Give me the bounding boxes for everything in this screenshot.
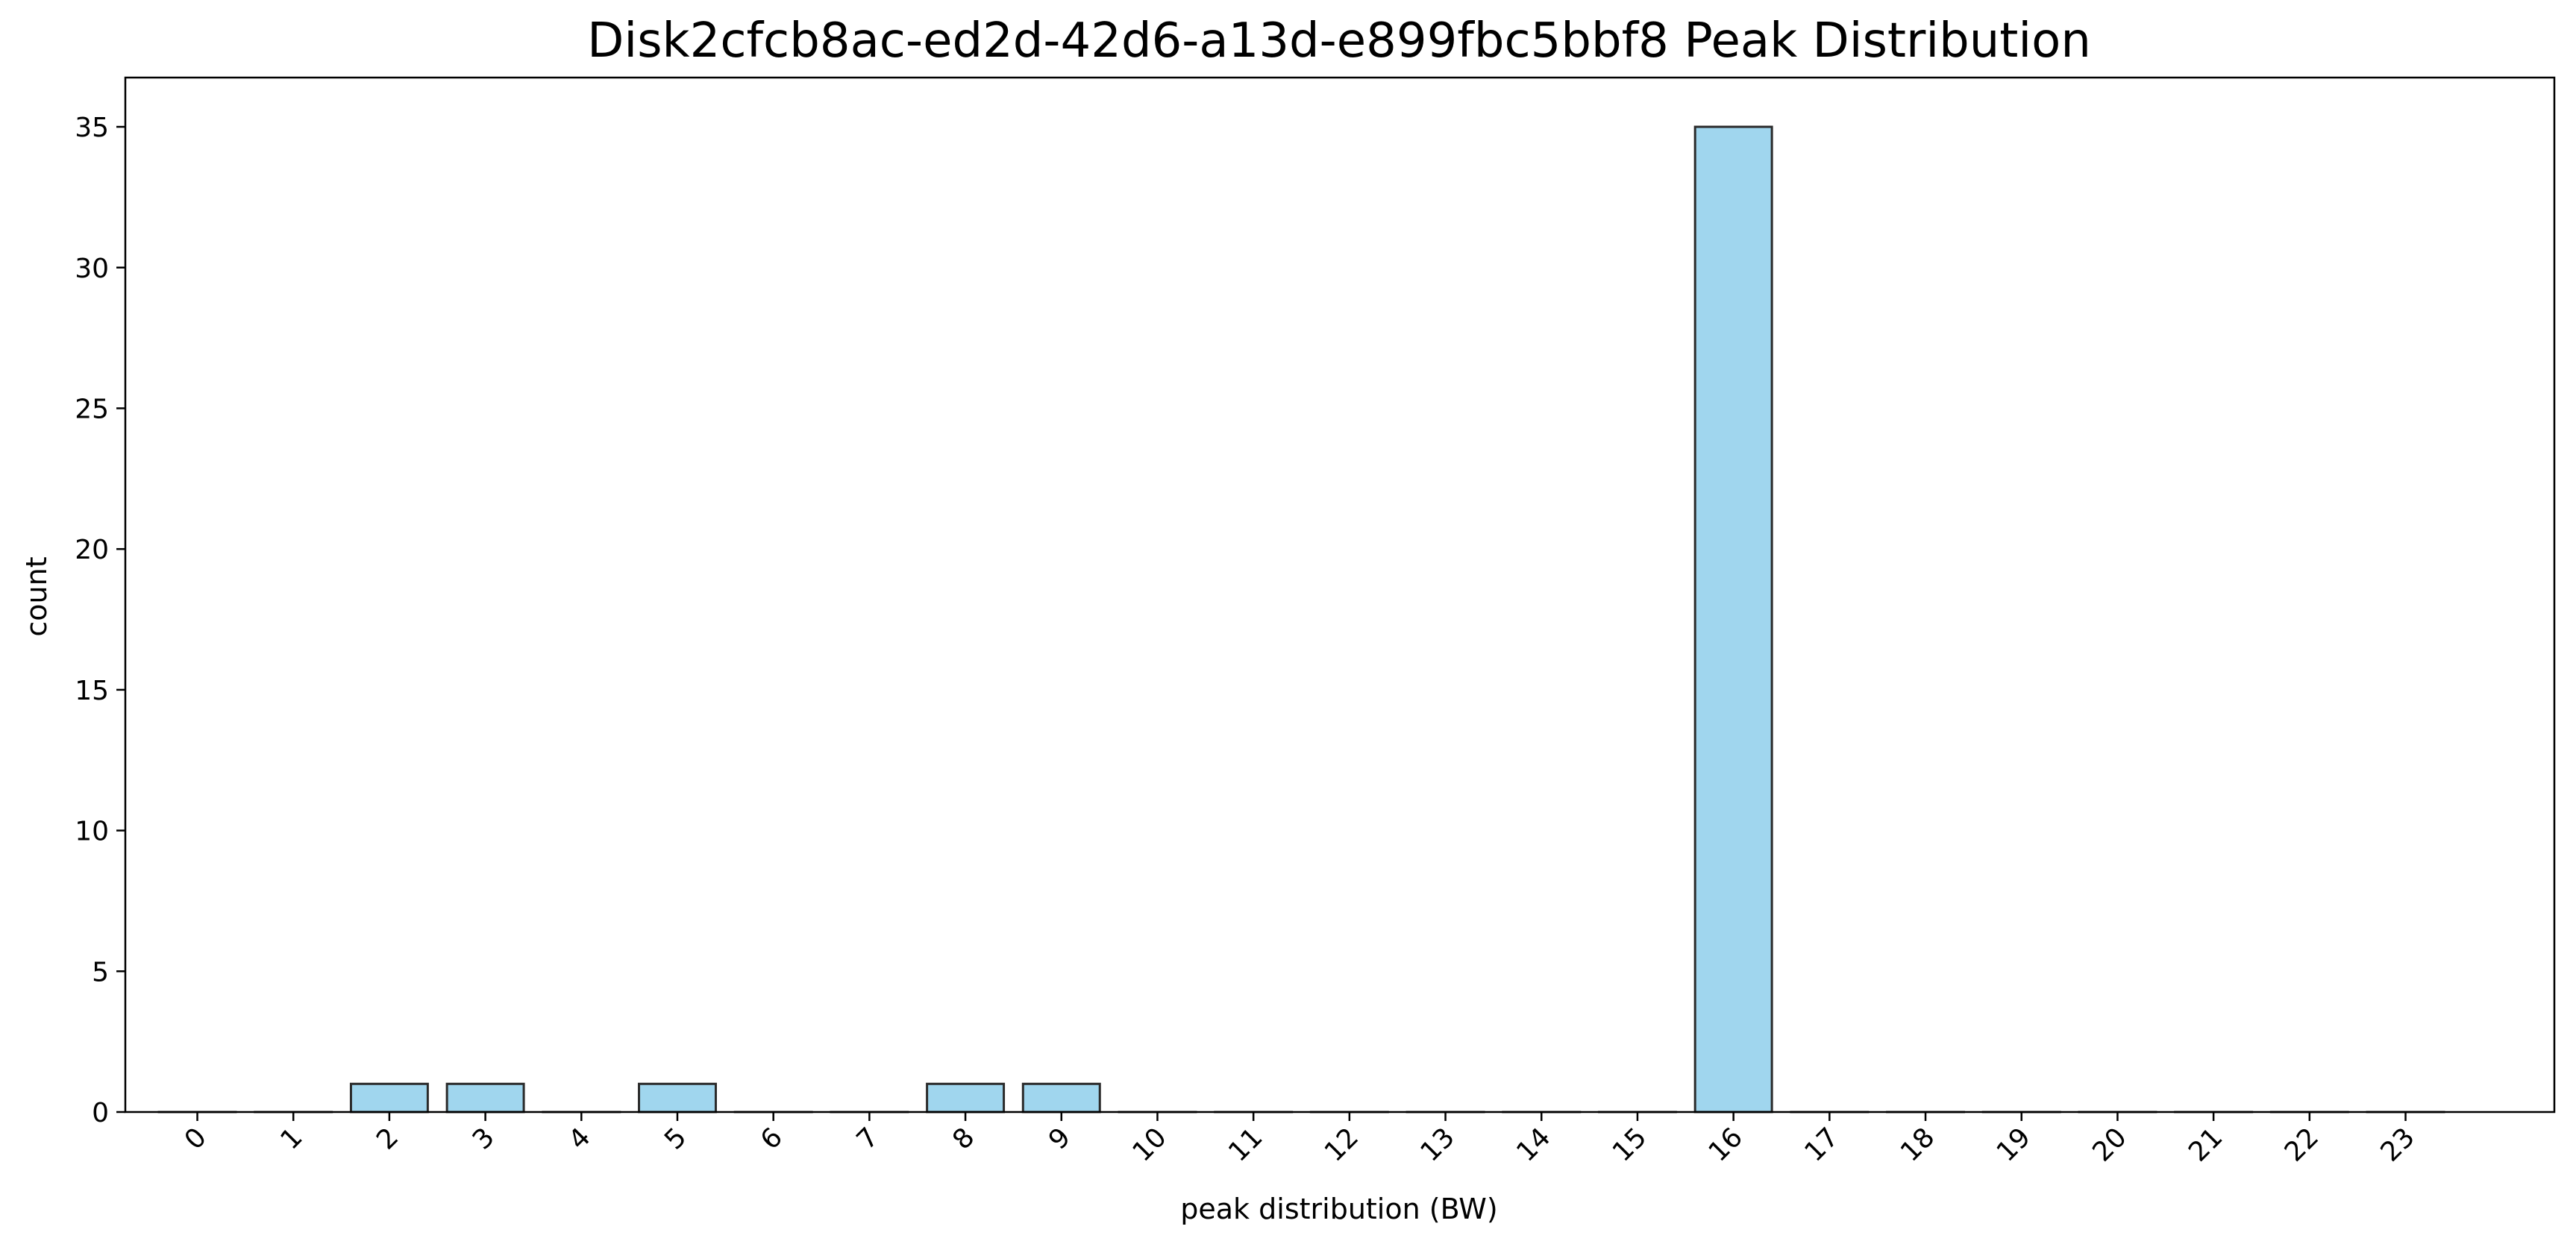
y-tick-label-25: 25 [75, 394, 109, 424]
bars-layer [157, 125, 2445, 1113]
plot-frame [124, 76, 2556, 1113]
x-tick-label-2: 2 [371, 1122, 404, 1155]
x-tick-label-0: 0 [179, 1122, 213, 1155]
bar-9 [1021, 1082, 1101, 1113]
x-tick-label-1: 1 [275, 1122, 308, 1155]
x-tick-label-22: 22 [2279, 1122, 2325, 1167]
y-tick-label-10: 10 [75, 817, 109, 847]
x-tick-label-15: 15 [1607, 1122, 1652, 1167]
x-tick-label-6: 6 [755, 1122, 789, 1155]
x-tick-label-7: 7 [851, 1122, 885, 1155]
y-tick-label-15: 15 [75, 676, 109, 706]
y-axis-label: count [20, 556, 53, 636]
x-tick-label-10: 10 [1126, 1122, 1172, 1167]
x-tick-label-21: 21 [2183, 1122, 2228, 1167]
x-tick-label-4: 4 [562, 1122, 596, 1155]
x-tick-label-8: 8 [947, 1122, 980, 1155]
y-tick-label-5: 5 [92, 957, 109, 987]
x-tick-label-5: 5 [659, 1122, 692, 1155]
x-tick-label-19: 19 [1991, 1122, 2037, 1167]
bar-5 [638, 1082, 717, 1113]
x-axis-label: peak distribution (BW) [1180, 1193, 1497, 1225]
x-tick-label-9: 9 [1043, 1122, 1077, 1155]
bar-16 [1693, 125, 1773, 1113]
bar-8 [926, 1082, 1006, 1113]
y-tick-label-20: 20 [75, 535, 109, 565]
y-tick-label-35: 35 [75, 113, 109, 143]
x-tick-label-3: 3 [467, 1122, 501, 1155]
y-tick-label-30: 30 [75, 254, 109, 284]
x-tick-label-16: 16 [1703, 1122, 1749, 1167]
x-tick-label-14: 14 [1511, 1122, 1556, 1167]
x-tick-label-18: 18 [1895, 1122, 1940, 1167]
chart-title: Disk2cfcb8ac-ed2d-42d6-a13d-e899fbc5bbf8… [587, 13, 2091, 69]
bar-2 [349, 1082, 429, 1113]
x-tick-label-17: 17 [1799, 1122, 1844, 1167]
x-tick-label-12: 12 [1319, 1122, 1364, 1167]
x-tick-label-11: 11 [1223, 1122, 1268, 1167]
bar-3 [445, 1082, 525, 1113]
y-tick-label-0: 0 [92, 1098, 109, 1128]
x-tick-label-13: 13 [1415, 1122, 1461, 1167]
x-tick-label-23: 23 [2375, 1122, 2421, 1167]
x-tick-label-20: 20 [2087, 1122, 2132, 1167]
